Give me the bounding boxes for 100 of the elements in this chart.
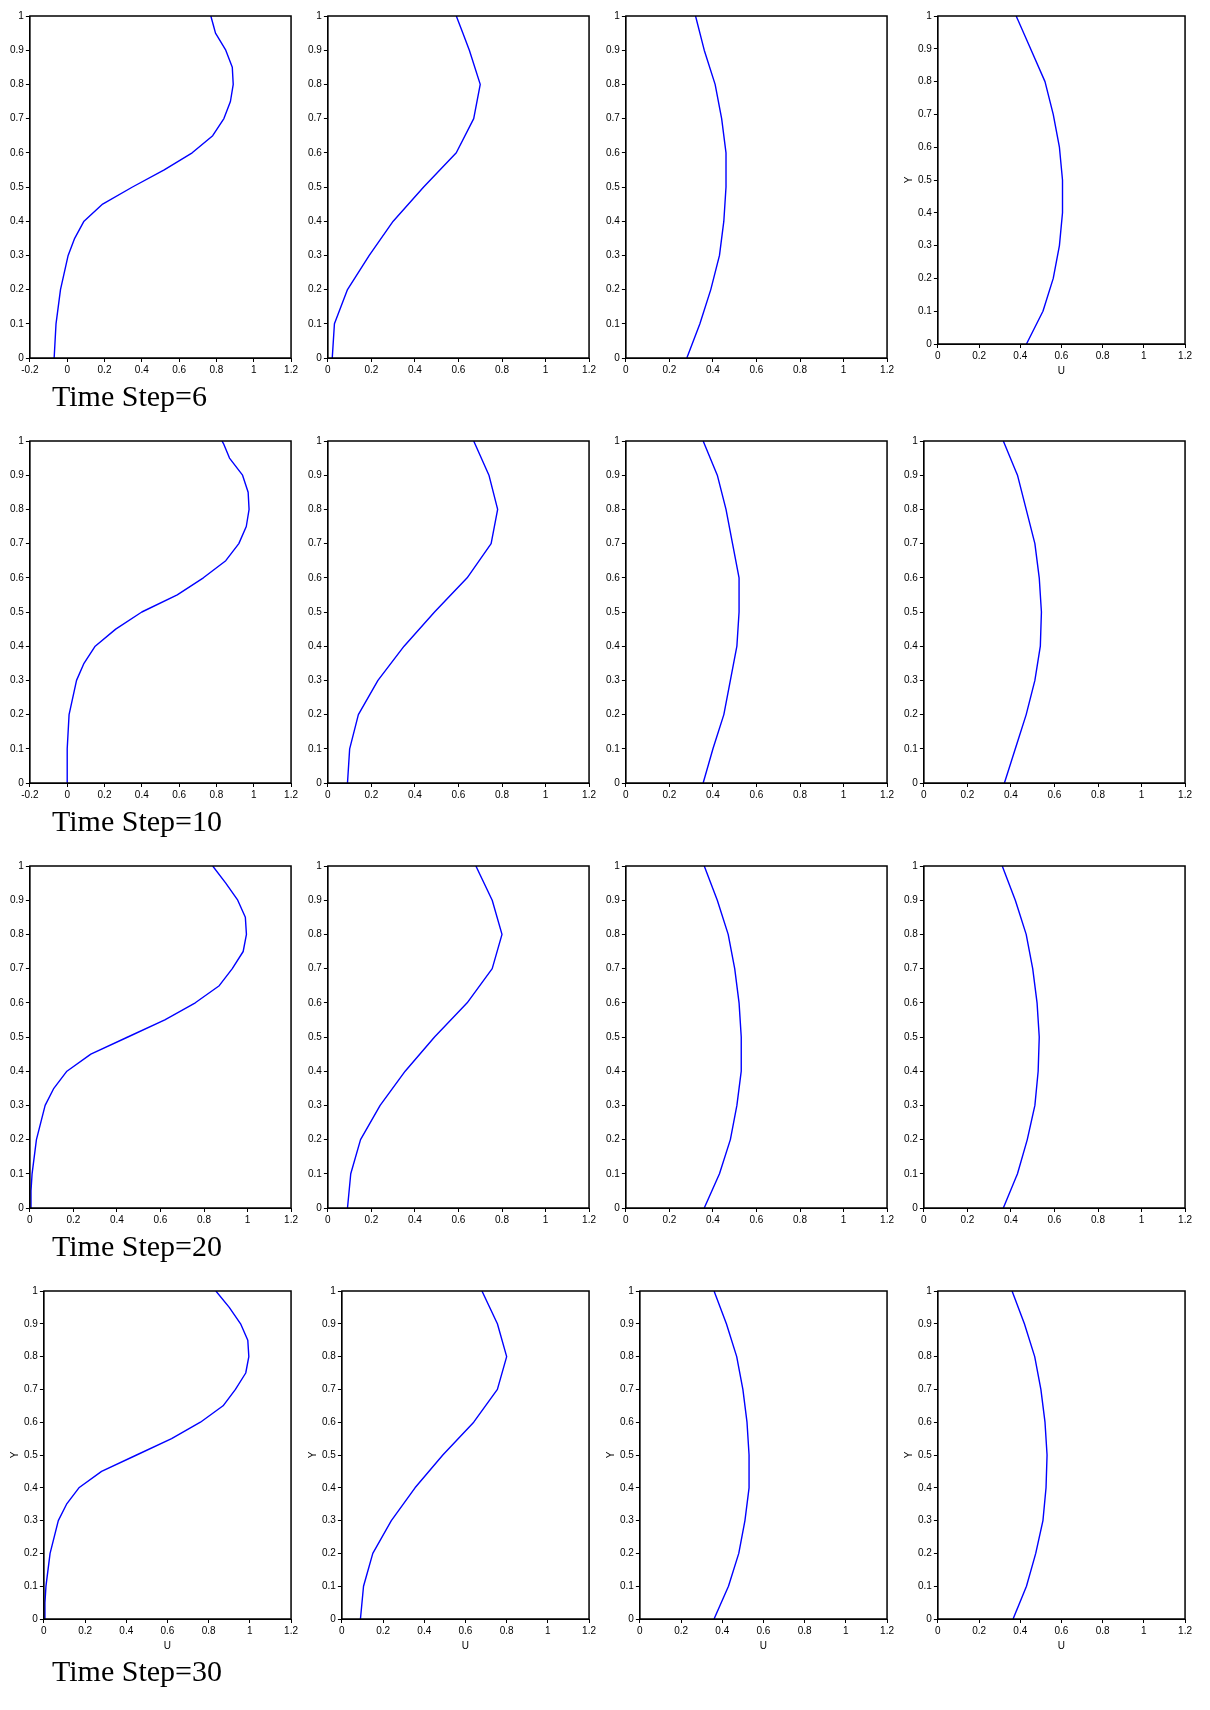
x-tick-label: 0.8 — [495, 788, 510, 800]
x-tick-label: 0.2 — [960, 1213, 975, 1225]
y-tick-label: 0.2 — [308, 1133, 323, 1145]
y-tick-label: 0.4 — [620, 1481, 635, 1493]
x-tick-label: 1 — [250, 788, 257, 800]
y-axis-title: Y — [902, 1451, 914, 1459]
y-tick-label: 0.6 — [904, 571, 919, 583]
y-tick-label: 0.7 — [918, 1383, 933, 1395]
x-tick-label: 0 — [935, 1624, 942, 1636]
y-tick-label: 1 — [614, 9, 621, 21]
y-tick-label: 0.5 — [308, 605, 323, 617]
y-tick-label: 0.2 — [904, 708, 919, 720]
y-tick-label: 0.9 — [24, 1317, 39, 1329]
y-tick-label: 0.2 — [918, 272, 933, 284]
y-tick-label: 0.5 — [308, 180, 323, 192]
x-tick-label: 0.8 — [495, 363, 510, 375]
text: Time Step=10 — [51, 803, 223, 839]
y-tick-label: 0.2 — [24, 1547, 39, 1559]
x-tick-label: 0.6 — [749, 788, 764, 800]
y-tick-label: 0.1 — [918, 1579, 933, 1591]
x-tick-label: 0.6 — [160, 1624, 175, 1636]
y-tick-label: 0.5 — [606, 605, 621, 617]
y-tick-label: 0.7 — [904, 537, 919, 549]
y-tick-label: 0.6 — [10, 146, 25, 158]
y-tick-label: 0.6 — [308, 996, 323, 1008]
x-tick-label: 0.4 — [1004, 1213, 1019, 1225]
x-tick-label: 1 — [840, 1213, 847, 1225]
y-tick-label: 0.5 — [10, 1030, 25, 1042]
y-tick-label: 0.1 — [308, 1167, 323, 1179]
x-tick-label: 1.2 — [284, 788, 299, 800]
y-tick-label: 0.2 — [606, 283, 621, 295]
x-tick-label: 1 — [1141, 1624, 1148, 1636]
x-tick-label: 0.4 — [706, 363, 721, 375]
y-tick-label: 0.1 — [918, 304, 933, 316]
y-tick-label: 0.4 — [904, 1064, 919, 1076]
x-tick-label: 1.2 — [284, 363, 299, 375]
x-tick-label: 1.2 — [880, 1213, 895, 1225]
y-tick-label: 0.1 — [308, 317, 323, 329]
y-tick-label: 0.9 — [322, 1317, 337, 1329]
x-tick-label: 1 — [545, 1624, 552, 1636]
y-tick-label: 0.9 — [918, 42, 933, 54]
y-tick-label: 0.8 — [308, 503, 323, 515]
y-tick-label: 0.3 — [10, 1099, 25, 1111]
y-tick-label: 0 — [926, 1612, 933, 1624]
y-tick-label: 0.9 — [606, 43, 621, 55]
y-tick-label: 1 — [926, 9, 933, 21]
x-tick-label: 1 — [542, 1213, 549, 1225]
y-tick-label: 1 — [330, 1284, 337, 1296]
y-tick-label: 0.4 — [918, 206, 933, 218]
y-tick-label: 0.1 — [904, 1167, 919, 1179]
x-tick-label: 0.8 — [1095, 1624, 1111, 1636]
y-tick-label: 1 — [912, 434, 919, 446]
x-tick-label: 0.2 — [972, 349, 987, 361]
y-tick-label: 0.9 — [10, 468, 25, 480]
y-tick-label: 0.4 — [308, 214, 323, 226]
y-tick-label: 0.3 — [10, 249, 25, 261]
y-tick-label: 0 — [330, 1612, 337, 1624]
y-tick-label: 0.9 — [10, 43, 25, 55]
y-tick-label: 0.3 — [904, 1099, 919, 1111]
y-tick-label: 0.6 — [308, 571, 323, 583]
y-tick-label: 0.5 — [606, 180, 621, 192]
x-tick-label: 0.6 — [1047, 788, 1062, 800]
x-tick-label: 0.2 — [364, 363, 379, 375]
y-tick-label: 0.6 — [606, 996, 621, 1008]
x-tick-label: 0 — [41, 1624, 48, 1636]
y-tick-label: 0 — [614, 776, 621, 788]
y-tick-label: 0.2 — [10, 1133, 25, 1145]
x-tick-label: 0.6 — [451, 363, 466, 375]
y-tick-label: 0 — [18, 1201, 25, 1213]
x-tick-label: 1.2 — [284, 1624, 299, 1636]
y-tick-label: 0.5 — [904, 605, 919, 617]
y-tick-label: 0.1 — [308, 742, 323, 754]
y-tick-label: 0 — [912, 1201, 919, 1213]
x-tick-label: 0.6 — [1047, 1213, 1062, 1225]
y-tick-label: 0.7 — [606, 962, 621, 974]
x-tick-label: -0.2 — [21, 363, 39, 375]
y-tick-label: 0.7 — [322, 1383, 337, 1395]
y-tick-label: 0.6 — [24, 1415, 39, 1427]
y-tick-label: 0.3 — [322, 1514, 337, 1526]
y-tick-label: 0.2 — [10, 283, 25, 295]
y-tick-label: 0.5 — [308, 1030, 323, 1042]
x-tick-label: 1.2 — [1178, 788, 1193, 800]
x-tick-label: 0.4 — [134, 363, 150, 375]
y-tick-label: 0.2 — [308, 708, 323, 720]
y-tick-label: 0.8 — [322, 1350, 337, 1362]
y-tick-label: 0.6 — [10, 571, 25, 583]
y-tick-label: 0.7 — [308, 962, 323, 974]
x-tick-label: 1.2 — [582, 1213, 597, 1225]
x-tick-label: 0.2 — [78, 1624, 93, 1636]
x-axis-title: U — [759, 1639, 768, 1651]
x-tick-label: 1 — [843, 1624, 850, 1636]
x-tick-label: 1 — [1141, 349, 1148, 361]
y-tick-label: 0.9 — [308, 468, 323, 480]
y-tick-label: 1 — [614, 859, 621, 871]
y-axis-title: Y — [902, 176, 914, 184]
x-tick-label: 1 — [1138, 1213, 1145, 1225]
y-tick-label: 0.8 — [308, 78, 323, 90]
y-tick-label: 1 — [614, 434, 621, 446]
x-tick-label: 0.2 — [364, 1213, 379, 1225]
x-tick-label: 0 — [64, 363, 71, 375]
